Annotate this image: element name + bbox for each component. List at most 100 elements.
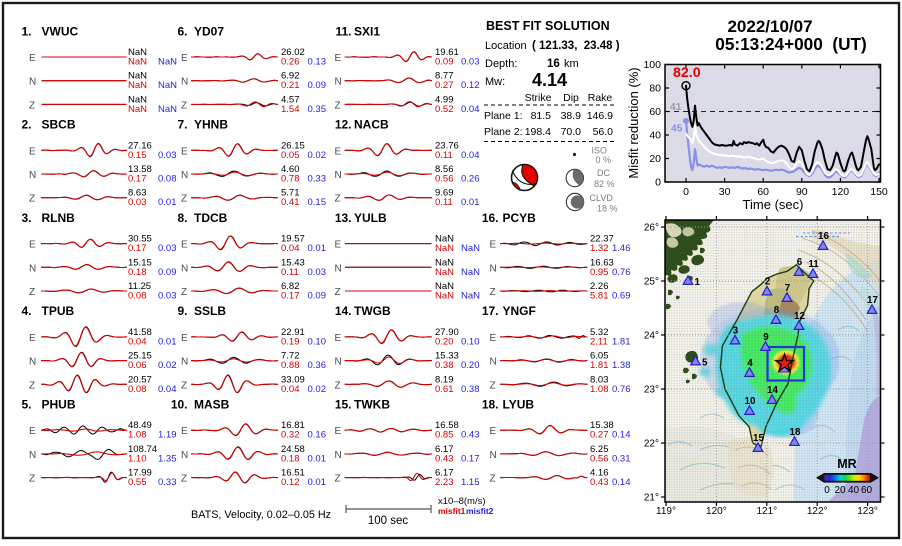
svg-text:Depth:: Depth: [485, 58, 517, 70]
svg-text:4.14: 4.14 [532, 70, 567, 90]
svg-text:0.20: 0.20 [435, 336, 454, 347]
svg-text:Z: Z [335, 194, 341, 205]
svg-text:10: 10 [745, 396, 756, 407]
svg-text:12.: 12. [335, 118, 352, 132]
svg-text:SXI1: SXI1 [354, 24, 380, 38]
svg-text:MASB: MASB [194, 398, 230, 412]
svg-text:TPUB: TPUB [42, 304, 75, 318]
svg-text:6.25: 6.25 [590, 444, 609, 455]
svg-text:0.88: 0.88 [281, 360, 300, 371]
svg-text:11.: 11. [335, 24, 351, 38]
svg-text:1.38: 1.38 [612, 360, 631, 371]
svg-text:TWKB: TWKB [354, 398, 390, 412]
svg-text:40: 40 [649, 130, 661, 142]
svg-text:2.26: 2.26 [590, 281, 609, 292]
svg-text:0.09: 0.09 [158, 267, 177, 278]
svg-text:0.09: 0.09 [308, 80, 327, 91]
svg-text:Z: Z [29, 474, 35, 485]
svg-text:RLNB: RLNB [42, 211, 76, 225]
svg-text:26°: 26° [644, 223, 659, 234]
svg-text:20.57: 20.57 [128, 374, 152, 385]
svg-text:12: 12 [794, 311, 805, 322]
svg-text:( 121.33, 23.48 ): ( 121.33, 23.48 ) [532, 40, 620, 52]
svg-text:8.56: 8.56 [435, 164, 454, 175]
svg-text:NaN: NaN [435, 267, 454, 278]
svg-text:0.21: 0.21 [281, 80, 300, 91]
svg-text:1: 1 [695, 277, 701, 288]
svg-text:PCYB: PCYB [503, 211, 537, 225]
svg-text:4: 4 [747, 358, 753, 369]
svg-text:41.58: 41.58 [128, 327, 152, 338]
svg-text:2: 2 [765, 277, 771, 288]
svg-text:0.08: 0.08 [128, 384, 147, 395]
svg-text:1.32: 1.32 [590, 243, 609, 254]
svg-text:Z: Z [181, 100, 187, 111]
svg-text:2.: 2. [21, 118, 31, 132]
svg-text:2.11: 2.11 [590, 336, 608, 347]
svg-text:NaN: NaN [128, 94, 147, 105]
svg-text:146.9: 146.9 [587, 110, 613, 122]
svg-text:ISO: ISO [592, 146, 608, 156]
svg-text:198.4: 198.4 [525, 126, 551, 138]
svg-text:15.15: 15.15 [128, 257, 152, 268]
svg-text:0.03: 0.03 [158, 243, 177, 254]
svg-text:0.76: 0.76 [612, 267, 631, 278]
svg-text:6.17: 6.17 [435, 468, 454, 479]
svg-text:0.36: 0.36 [308, 360, 327, 371]
svg-text:30: 30 [719, 186, 731, 198]
svg-text:N: N [29, 77, 36, 88]
svg-text:7.72: 7.72 [281, 351, 300, 362]
svg-text:0: 0 [683, 186, 689, 198]
svg-text:6: 6 [797, 257, 803, 268]
svg-text:BATS, Velocity, 0.02–0.05 Hz: BATS, Velocity, 0.02–0.05 Hz [191, 509, 331, 521]
svg-text:Z: Z [335, 287, 341, 298]
svg-text:1.08: 1.08 [590, 384, 609, 395]
svg-text:NaN: NaN [435, 281, 454, 292]
svg-text:0.16: 0.16 [308, 430, 327, 441]
svg-text:NaN: NaN [128, 57, 147, 68]
svg-text:45: 45 [671, 124, 683, 135]
svg-text:1.19: 1.19 [158, 430, 177, 441]
svg-text:Z: Z [29, 194, 35, 205]
svg-text:22.37: 22.37 [590, 234, 614, 245]
svg-text:Z: Z [335, 380, 341, 391]
svg-text:16.: 16. [482, 211, 499, 225]
svg-text:15.: 15. [335, 398, 352, 412]
svg-text:E: E [490, 426, 497, 437]
svg-text:0.27: 0.27 [590, 430, 609, 441]
svg-text:0.15: 0.15 [308, 197, 327, 208]
svg-text:120: 120 [832, 186, 850, 198]
svg-text:15.43: 15.43 [281, 257, 305, 268]
svg-text:N: N [490, 450, 497, 461]
svg-text:8.19: 8.19 [435, 374, 454, 385]
svg-text:05:13:24+000 (UT): 05:13:24+000 (UT) [715, 34, 866, 54]
svg-text:Location: Location [485, 40, 527, 52]
svg-text:8: 8 [774, 305, 780, 316]
svg-text:Z: Z [29, 287, 35, 298]
svg-text:80: 80 [649, 83, 661, 95]
svg-text:0.04: 0.04 [281, 384, 300, 395]
svg-text:E: E [335, 240, 342, 251]
svg-text:TWGB: TWGB [354, 304, 391, 318]
svg-text:0.01: 0.01 [461, 197, 480, 208]
svg-text:5.32: 5.32 [590, 327, 609, 338]
svg-text:1.10: 1.10 [128, 453, 147, 464]
svg-text:0.01: 0.01 [158, 336, 177, 347]
svg-text:15: 15 [753, 433, 764, 444]
svg-text:0.11: 0.11 [281, 267, 299, 278]
svg-text:40: 40 [848, 485, 860, 496]
svg-text:24.58: 24.58 [281, 444, 305, 455]
svg-text:1.08: 1.08 [128, 430, 147, 441]
svg-text:N: N [181, 77, 188, 88]
svg-text:10.: 10. [171, 398, 188, 412]
svg-text:0.01: 0.01 [308, 243, 327, 254]
svg-text:4.99: 4.99 [435, 94, 454, 105]
svg-text:122°: 122° [807, 506, 828, 517]
svg-text:N: N [29, 450, 36, 461]
svg-text:19.61: 19.61 [435, 47, 459, 58]
svg-text:0: 0 [824, 485, 830, 496]
svg-text:0.38: 0.38 [461, 384, 480, 395]
svg-text:N: N [181, 263, 188, 274]
svg-text:0.14: 0.14 [612, 430, 631, 441]
svg-text:0.56: 0.56 [435, 174, 454, 185]
